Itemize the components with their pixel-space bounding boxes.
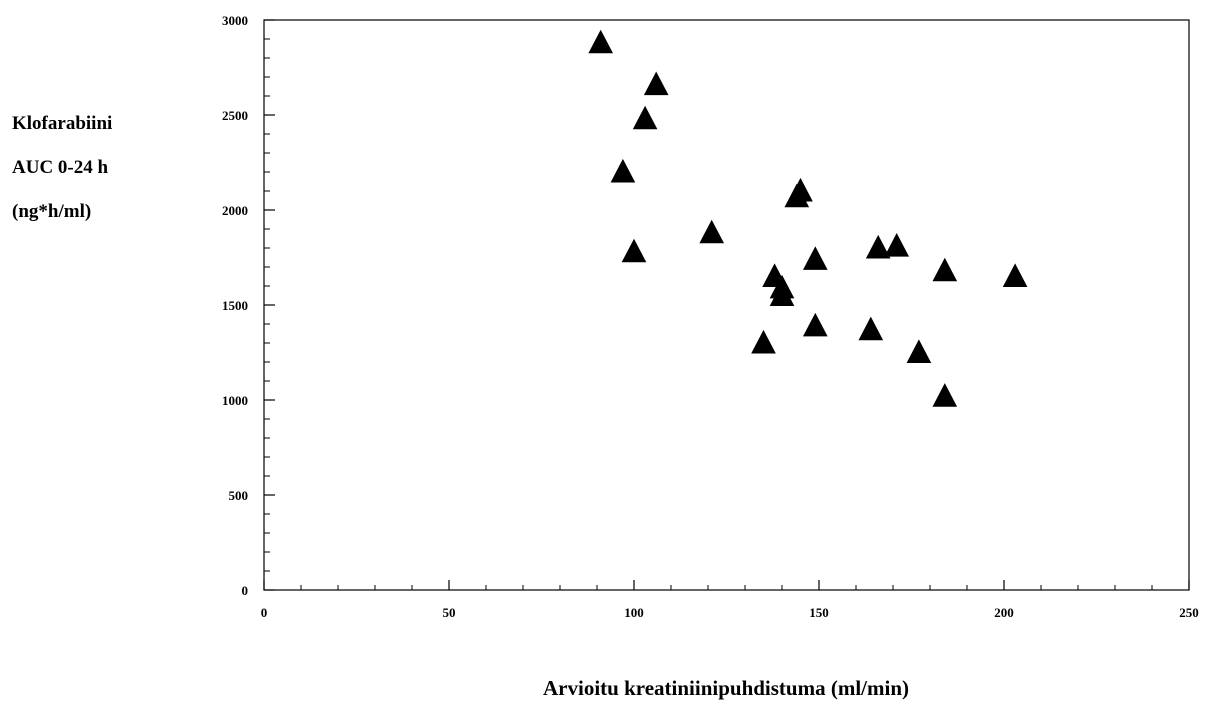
x-axis-label: Arvioitu kreatiniinipuhdistuma (ml/min) (543, 676, 910, 700)
data-point-triangle (858, 316, 884, 341)
data-point-triangle (865, 234, 891, 259)
y-axis-label: Klofarabiini AUC 0-24 h (ng*h/ml) (12, 102, 112, 234)
plot-frame (263, 19, 1190, 591)
y-tick-label: 3000 (222, 13, 248, 28)
y-tick-label: 500 (229, 488, 249, 503)
data-point-triangle (632, 105, 658, 130)
minor-ticks (264, 38, 1153, 590)
data-points (588, 29, 1028, 407)
x-tick-label: 150 (809, 605, 829, 620)
data-point-triangle (802, 246, 828, 270)
y-tick-label: 2000 (222, 203, 248, 218)
data-point-triangle (906, 339, 932, 363)
data-point-triangle (751, 329, 776, 354)
data-point-triangle (1002, 263, 1028, 287)
data-point-triangle (769, 282, 795, 306)
y-axis-label-line-3: (ng*h/ml) (12, 201, 92, 222)
major-ticks (263, 19, 1190, 591)
x-tick-label: 200 (994, 605, 1014, 620)
y-axis-label-line-1: Klofarabiini (12, 113, 113, 134)
x-tick-label: 100 (624, 605, 644, 620)
data-point-triangle (610, 158, 636, 183)
x-tick-label: 250 (1179, 605, 1199, 620)
data-point-triangle (802, 312, 828, 337)
y-tick-label: 2500 (222, 108, 248, 123)
x-tick-label: 0 (261, 605, 268, 620)
y-tick-label: 1500 (222, 298, 248, 313)
y-tick-label: 0 (242, 583, 249, 598)
y-tick-label: 1000 (222, 393, 248, 408)
data-point-triangle (588, 29, 614, 54)
data-point-triangle (932, 257, 958, 282)
data-point-triangle (884, 233, 910, 257)
data-point-triangle (643, 71, 669, 96)
data-point-triangle (699, 219, 725, 244)
x-tick-label: 50 (443, 605, 456, 620)
y-axis-label-line-2: AUC 0-24 h (12, 157, 109, 178)
data-point-triangle (621, 238, 647, 263)
data-point-triangle (784, 183, 810, 208)
data-point-triangle (932, 383, 958, 407)
